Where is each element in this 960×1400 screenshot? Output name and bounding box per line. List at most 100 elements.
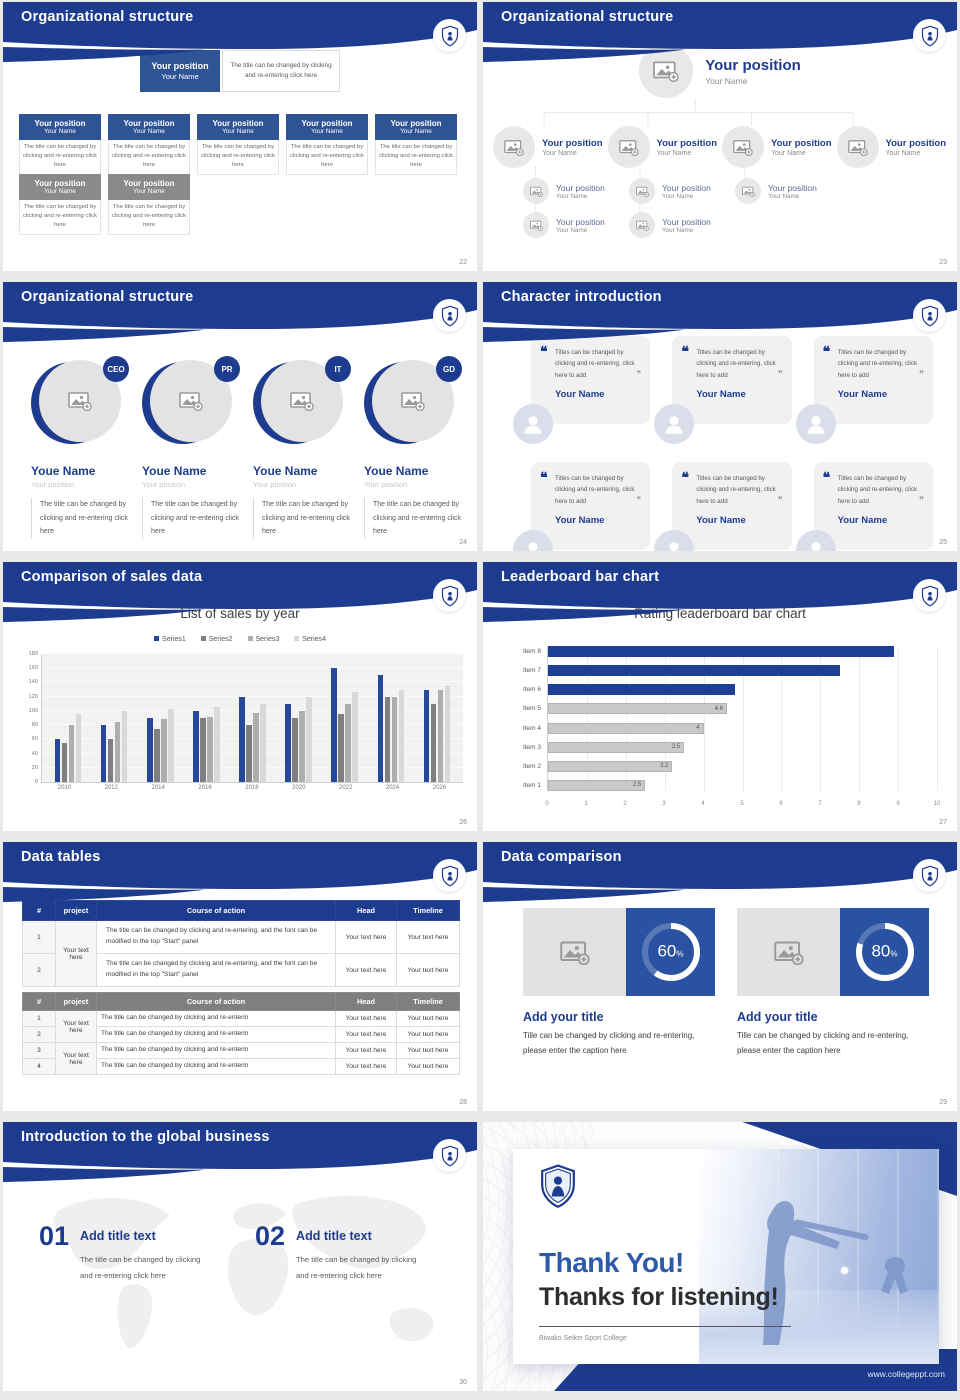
gridline [42,752,463,754]
root-position: Your position [151,61,209,71]
box-position: Your position [34,119,86,128]
bar [548,665,840,677]
bar [423,689,430,782]
slide-cell: Organizational structure CEO Youe Name You… [0,280,480,560]
bar-value-label: 4 [696,725,700,732]
baseball-photo [699,1149,939,1364]
header-curve [3,2,477,62]
gridline [42,724,463,726]
leader-name: Youe Name [142,464,207,478]
bar-value-label: 2.5 [632,782,642,789]
slide-26-sales-comparison-chart[interactable]: Comparison of sales data List of sales b… [3,562,477,831]
bar-row [548,665,937,677]
gridline [820,646,822,791]
x-tick-label: 4 [701,801,705,807]
block-heading: Add your title [523,1010,604,1024]
node-name: Your Name [662,226,694,234]
data-table-blue: # project Course of action Head Timeline 1 You… [22,900,460,987]
gridline [625,646,627,791]
bar [306,696,312,782]
photo-placeholder-icon [629,178,655,204]
character-card: ❝ Titles can be changed by clicking and r… [513,336,651,444]
gridline [781,646,783,791]
timeline-cell: Your text here [396,920,460,954]
org-box: Your position Your Name The title can be c… [197,114,279,176]
bar-group [423,654,451,782]
course-cell: The title can be changed by clicking and… [96,1058,336,1075]
open-quote-icon: ❝ [681,469,689,485]
node-text: Your position Your Name [662,183,711,200]
character-card: ❝ Titles can be changed by clicking and r… [513,462,651,551]
person-avatar-icon [654,530,695,551]
role-badge: IT [325,356,351,382]
slide-cell: Comparison of sales data List of sales b… [0,560,480,840]
bar-row: 4.6 [548,703,937,715]
column-header: # [22,992,56,1011]
gridline [42,695,463,697]
chart-title: List of sales by year [180,606,300,621]
timeline-cell: Your text here [396,1058,460,1075]
quote-text: Titles can be changed by clicking and re… [696,475,776,505]
x-tick-label: 2026 [432,785,447,791]
person-avatar-icon [654,404,695,444]
slide-29-data-comparison[interactable]: Data comparison 60% 80% Add your title T… [483,842,957,1111]
org-box-header: Your position Your Name [286,114,368,140]
close-quote-icon: ❞ [636,495,642,505]
college-name: Biwako Seikei Sport College [539,1335,627,1342]
item-label: Item 5 [522,705,541,713]
slide-title: Introduction to the global business [21,1129,270,1145]
quote-card: ❝ Titles can be changed by clicking and r… [672,336,792,424]
slide-27-leaderboard-chart[interactable]: Leaderboard bar chart Rating leaderboard… [483,562,957,831]
column-header: # [22,900,56,921]
slide-cell: Organizational structure Your position Y… [480,0,960,280]
slide-25-character-introduction[interactable]: Character introduction ❝ Titles can be ch… [483,282,957,551]
quote-card: ❝ Titles can be changed by clicking and r… [672,462,792,550]
org-sub-node: Your position Your Name [629,212,711,238]
bar [377,675,384,782]
college-logo-icon [433,19,466,52]
slide-24-org-structure-leaders[interactable]: Organizational structure CEO Youe Name You… [3,282,477,551]
org-level-2: Your position Your Name Your position Your … [493,126,951,168]
slide-28-data-tables[interactable]: Data tables # project Course of action Head… [3,842,477,1111]
slide-30-global-business[interactable]: Introduction to the global business 01 A… [3,1122,477,1391]
item-description: The title can be changed by clicking and… [296,1255,417,1280]
bar [68,725,75,782]
quote-text: Titles can be changed by clicking and re… [555,475,635,505]
image-placeholder-icon [523,908,626,996]
item-description: The title can be changed by clicking and… [80,1255,201,1280]
header-curve [483,282,957,342]
slide-title: Organizational structure [21,289,194,305]
node-text: Your position Your Name [657,138,718,157]
leader-description: The title can be changed by clicking and… [31,498,129,539]
course-cell: The title can be changed by clicking and… [96,1042,336,1059]
quote-text: Titles can be changed by clicking and re… [555,349,635,379]
node-text: Your position Your Name [886,138,947,157]
slide-22-org-structure-boxes[interactable]: Organizational structure Your position Y… [3,2,477,271]
leader-columns: CEO Youe Name Your position The title can b… [31,356,463,546]
thank-you-card: Thank You! Thanks for listening! Biwako … [513,1149,939,1364]
slide-title: Comparison of sales data [21,569,203,585]
college-logo-icon [433,859,466,892]
bar [548,684,735,696]
box-name: Your Name [222,128,254,135]
x-tick-label: 2024 [385,785,400,791]
website-link[interactable]: www.collegeppt.com [867,1369,945,1379]
bar [444,686,451,782]
gridline [42,709,463,711]
slide-header: Introduction to the global business [3,1122,477,1186]
slide-23-org-structure-photos[interactable]: Organizational structure Your position Y… [483,2,957,271]
node-position: Your position [656,137,718,149]
slide-thank-you[interactable]: www.collegeppt.com Thank You! [483,1122,957,1391]
box-position: Your position [34,179,86,188]
open-quote-icon: ❝ [540,469,548,485]
leader-column: GD Youe Name Your position The title can be… [364,356,462,546]
org-box-header: Your position Your Name [19,174,101,200]
slide-header: Organizational structure [483,2,957,66]
org-node: Your position Your Name [836,126,952,168]
photo-placeholder-icon [261,360,343,442]
course-cell: The title can be changed by clicking and… [96,1010,336,1027]
box-name: Your Name [311,128,343,135]
x-tick-label: 2018 [245,785,259,791]
node-position: Your position [542,137,603,149]
bar [214,707,220,782]
